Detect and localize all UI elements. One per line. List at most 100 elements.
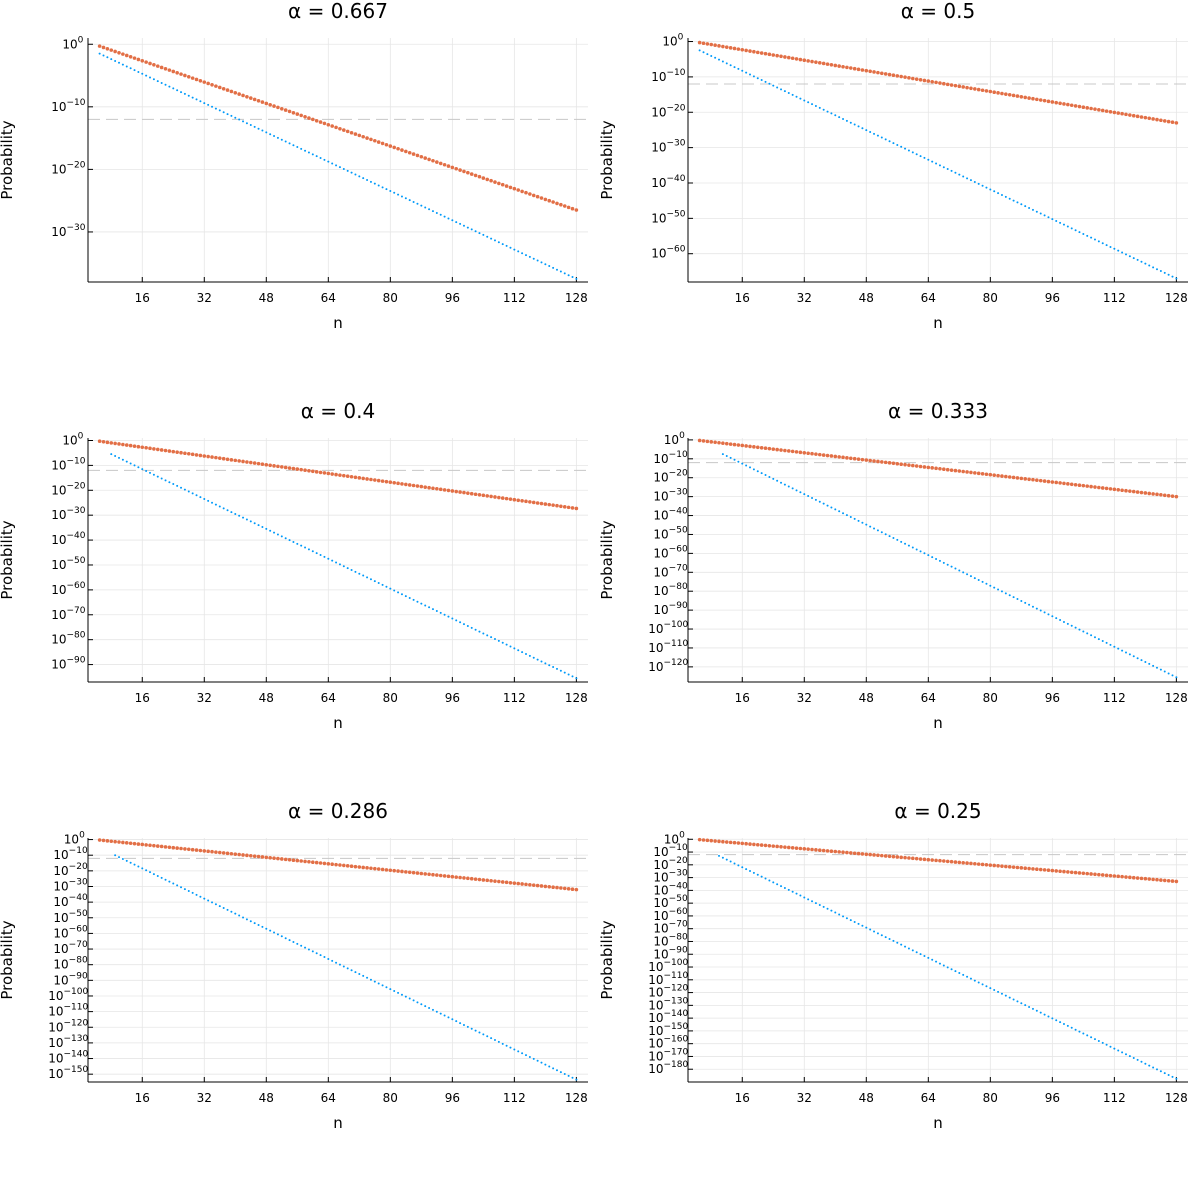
data-point-blue xyxy=(482,632,485,635)
data-point-blue xyxy=(532,656,535,659)
data-point-orange xyxy=(190,76,195,80)
data-point-orange xyxy=(555,885,559,890)
data-point-blue xyxy=(145,869,148,872)
data-point-blue xyxy=(865,926,868,929)
data-point-orange xyxy=(810,847,814,852)
data-point-blue xyxy=(749,73,752,76)
data-point-blue xyxy=(838,116,841,119)
data-point-blue xyxy=(501,641,504,644)
data-point-orange xyxy=(504,184,509,188)
data-point-orange xyxy=(1124,875,1128,879)
data-point-orange xyxy=(779,844,783,849)
data-point-orange xyxy=(802,847,807,851)
data-point-orange xyxy=(794,450,799,454)
data-point-blue xyxy=(571,276,574,279)
data-point-orange xyxy=(97,439,102,444)
data-point-orange xyxy=(1000,474,1004,478)
data-point-orange xyxy=(957,469,962,473)
data-point-blue xyxy=(1148,662,1151,665)
data-point-orange xyxy=(202,849,207,853)
y-tick-label: 10−180 xyxy=(648,1060,688,1076)
y-tick-label: 10−150 xyxy=(648,1022,688,1038)
data-point-orange xyxy=(899,462,903,467)
data-point-orange xyxy=(256,98,261,103)
data-point-blue xyxy=(300,944,303,947)
data-point-blue xyxy=(1028,603,1031,606)
data-point-blue xyxy=(1039,609,1042,612)
data-point-orange xyxy=(1104,873,1109,878)
data-point-blue xyxy=(152,78,155,81)
data-point-orange xyxy=(179,450,183,455)
data-point-orange xyxy=(783,845,787,849)
data-point-blue xyxy=(203,498,206,500)
data-point-orange xyxy=(1015,94,1020,98)
data-point-orange xyxy=(342,863,346,868)
data-point-blue xyxy=(1082,1032,1085,1035)
data-point-blue xyxy=(191,891,194,894)
data-point-orange xyxy=(276,105,280,110)
data-point-blue xyxy=(459,1022,462,1025)
data-point-orange xyxy=(856,67,861,72)
data-point-orange xyxy=(214,850,218,854)
data-point-blue xyxy=(845,119,848,122)
data-point-blue xyxy=(211,105,214,108)
data-point-orange xyxy=(860,68,865,72)
data-point-blue xyxy=(1074,626,1077,629)
data-point-orange xyxy=(326,862,331,866)
data-point-blue xyxy=(555,1069,558,1072)
data-point-blue xyxy=(451,219,454,222)
data-point-orange xyxy=(384,868,389,872)
data-point-blue xyxy=(787,92,790,95)
data-point-blue xyxy=(799,97,802,100)
data-point-orange xyxy=(167,68,172,72)
data-point-orange xyxy=(435,873,439,877)
data-point-orange xyxy=(1089,484,1093,489)
data-point-orange xyxy=(934,858,938,863)
series-orange xyxy=(97,439,579,511)
data-point-blue xyxy=(1128,653,1131,656)
data-point-orange xyxy=(1120,488,1124,493)
data-point-orange xyxy=(396,146,400,151)
data-point-blue xyxy=(938,962,941,965)
data-point-blue xyxy=(354,971,357,974)
data-point-blue xyxy=(923,156,926,159)
data-point-orange xyxy=(152,447,156,451)
series-blue xyxy=(114,854,578,1081)
data-point-blue xyxy=(284,537,287,540)
data-point-blue xyxy=(760,875,763,878)
data-point-blue xyxy=(439,1012,442,1015)
data-point-blue xyxy=(505,643,508,646)
data-point-blue xyxy=(857,922,860,925)
x-tick-label: 48 xyxy=(859,1091,874,1105)
data-point-blue xyxy=(540,1061,543,1064)
data-point-blue xyxy=(1066,1024,1069,1027)
data-point-blue xyxy=(853,517,856,520)
data-point-blue xyxy=(490,237,493,240)
data-point-orange xyxy=(1170,879,1175,883)
data-point-orange xyxy=(1162,878,1167,883)
data-point-blue xyxy=(1043,1013,1046,1016)
data-point-orange xyxy=(860,457,865,462)
data-point-orange xyxy=(105,839,110,843)
data-point-orange xyxy=(500,496,505,500)
data-point-blue xyxy=(1008,594,1011,597)
data-point-blue xyxy=(1043,214,1046,217)
data-point-blue xyxy=(362,974,365,977)
data-point-blue xyxy=(803,99,806,102)
data-point-blue xyxy=(1062,223,1065,226)
data-point-orange xyxy=(535,883,540,888)
data-point-blue xyxy=(114,59,117,62)
data-point-orange xyxy=(365,477,369,481)
data-point-orange xyxy=(1166,878,1171,883)
data-point-orange xyxy=(1124,112,1128,117)
data-point-blue xyxy=(358,175,361,178)
data-point-orange xyxy=(512,186,517,191)
data-point-orange xyxy=(1023,95,1028,100)
data-point-orange xyxy=(1058,481,1062,485)
data-point-blue xyxy=(935,557,938,560)
data-point-blue xyxy=(121,458,124,461)
data-point-orange xyxy=(953,860,958,864)
data-point-blue xyxy=(412,999,415,1002)
data-point-orange xyxy=(101,838,106,843)
data-point-blue xyxy=(702,51,705,54)
